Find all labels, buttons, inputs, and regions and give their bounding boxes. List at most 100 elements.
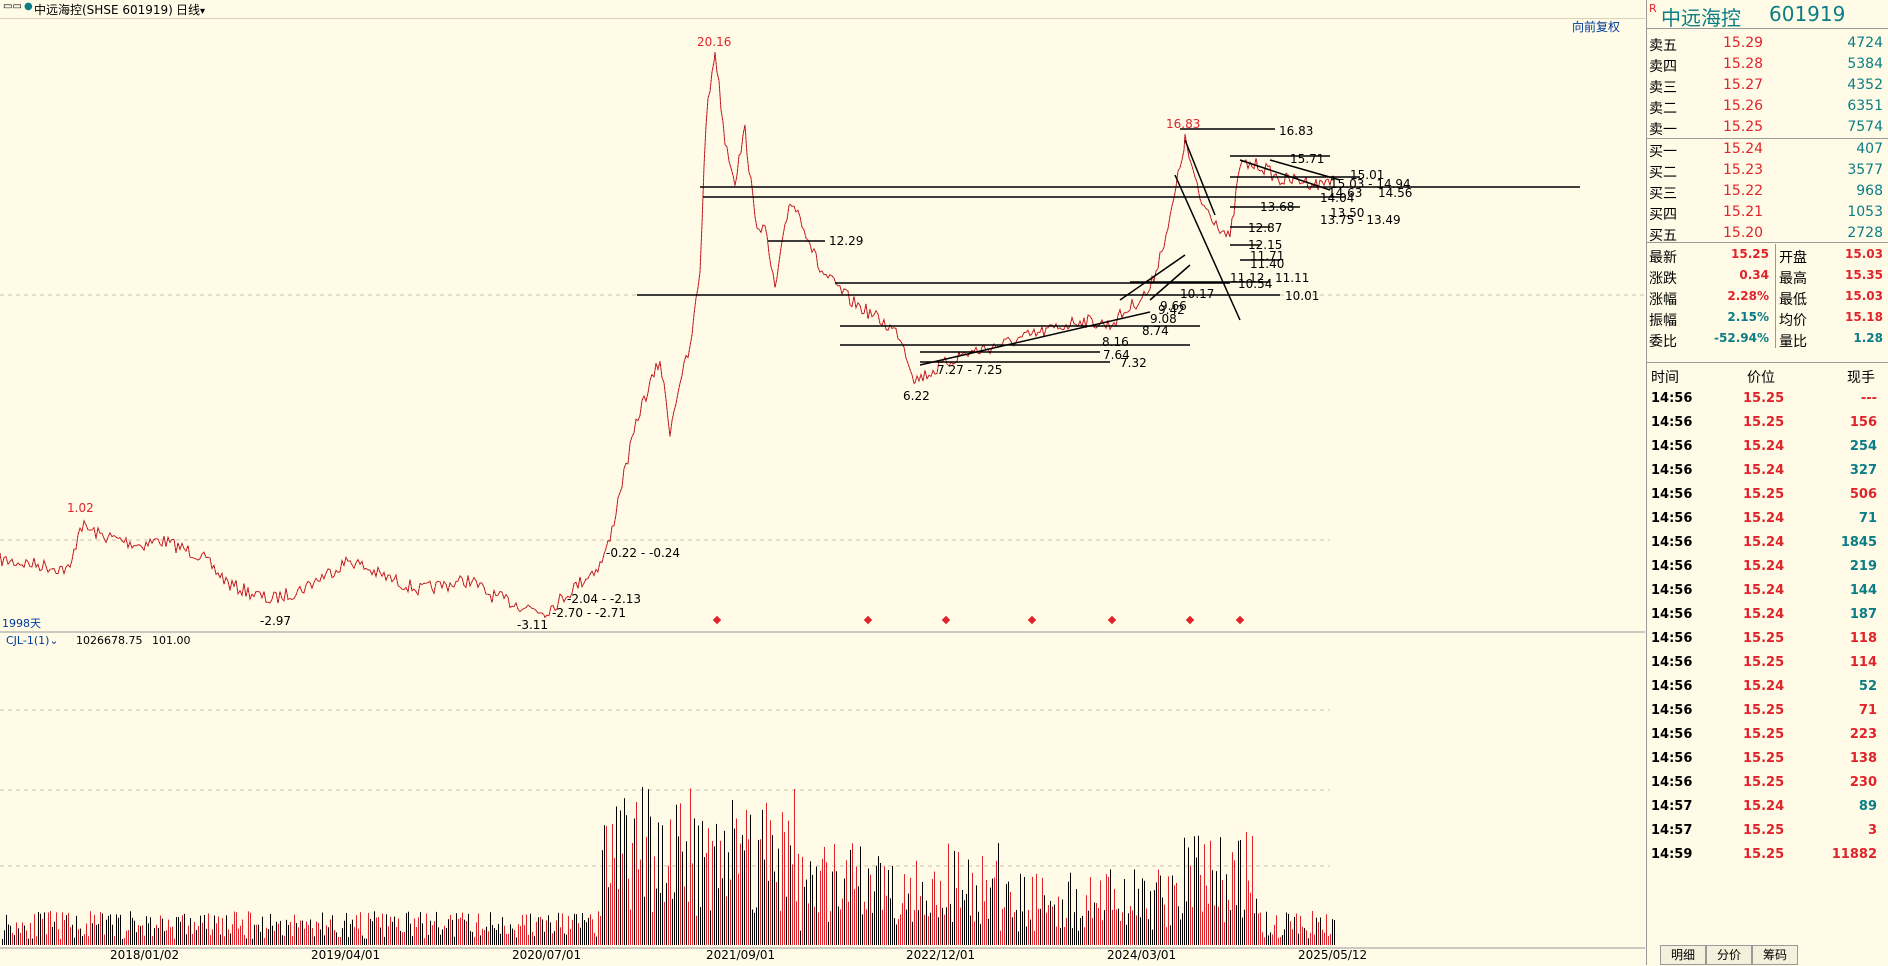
- volume-bar: [1246, 831, 1247, 945]
- trade-row[interactable]: 14:56 15.24 1845: [1647, 530, 1888, 554]
- volume-bar: [224, 936, 225, 945]
- tab-price-dist[interactable]: 分价: [1706, 945, 1752, 965]
- volume-bar: [394, 916, 395, 945]
- volume-bar: [1188, 847, 1189, 945]
- ask-row[interactable]: 卖二 15.26 6351: [1647, 95, 1888, 117]
- trade-row[interactable]: 14:56 15.24 144: [1647, 578, 1888, 602]
- stat-label: 涨幅: [1649, 292, 1677, 308]
- volume-bar: [852, 843, 853, 945]
- trade-volume: ---: [1860, 391, 1877, 406]
- chart-value-label: 16.83: [1279, 124, 1313, 138]
- trade-row[interactable]: 14:56 15.24 219: [1647, 554, 1888, 578]
- volume-bar: [36, 936, 37, 945]
- volume-bar: [740, 843, 741, 945]
- volume-bar: [1298, 933, 1299, 945]
- volume-bar: [1086, 895, 1087, 945]
- volume-bar: [654, 856, 655, 945]
- volume-bar: [926, 900, 927, 945]
- ask-price: 15.28: [1723, 56, 1764, 72]
- trade-volume: 230: [1849, 775, 1877, 790]
- volume-bar: [534, 936, 535, 945]
- trade-row[interactable]: 14:56 15.25 506: [1647, 482, 1888, 506]
- volume-bar: [988, 918, 989, 945]
- col-time: 时间: [1651, 370, 1679, 386]
- volume-bar: [288, 925, 289, 945]
- volume-bar: [700, 907, 701, 945]
- trade-row[interactable]: 14:59 15.25 11882: [1647, 842, 1888, 866]
- trade-row[interactable]: 14:56 15.25 71: [1647, 698, 1888, 722]
- trade-row[interactable]: 14:56 15.24 254: [1647, 434, 1888, 458]
- volume-bar: [482, 928, 483, 945]
- trade-price: 15.24: [1743, 463, 1785, 478]
- trade-row[interactable]: 14:56 15.25 230: [1647, 770, 1888, 794]
- trade-row[interactable]: 14:56 15.24 71: [1647, 506, 1888, 530]
- ask-row[interactable]: 卖四 15.28 5384: [1647, 53, 1888, 75]
- volume-bar: [552, 933, 553, 945]
- trade-row[interactable]: 14:56 15.24 187: [1647, 602, 1888, 626]
- volume-bar: [1042, 877, 1043, 945]
- ask-volume: 4724: [1847, 35, 1883, 51]
- volume-bar: [590, 914, 591, 945]
- trade-row[interactable]: 14:56 15.24 327: [1647, 458, 1888, 482]
- bid-row[interactable]: 买五 15.20 2728: [1647, 222, 1888, 244]
- trade-row[interactable]: 14:56 15.24 52: [1647, 674, 1888, 698]
- volume-bar: [978, 911, 979, 945]
- bid-row[interactable]: 买四 15.21 1053: [1647, 201, 1888, 223]
- trade-row[interactable]: 14:56 15.25 223: [1647, 722, 1888, 746]
- volume-bar: [724, 830, 725, 945]
- volume-bar: [1092, 918, 1093, 945]
- period-select[interactable]: 日线▾: [176, 1, 205, 18]
- volume-bar: [1160, 875, 1161, 945]
- trade-row[interactable]: 14:57 15.25 3: [1647, 818, 1888, 842]
- volume-bar: [162, 918, 163, 945]
- price-chart[interactable]: 20.16 1.02 16.83 -2.97 -3.11 6.22 -0.22 - -0.2…: [0, 0, 1645, 965]
- volume-bar: [254, 924, 255, 945]
- stat-value: 15.03: [1845, 289, 1883, 303]
- volume-bar: [900, 914, 901, 945]
- bid-row[interactable]: 买一 15.24 407: [1647, 138, 1888, 160]
- volume-bar: [658, 822, 659, 945]
- trade-row[interactable]: 14:56 15.25 118: [1647, 626, 1888, 650]
- ask-row[interactable]: 卖一 15.25 7574: [1647, 116, 1888, 138]
- bid-label: 买三: [1649, 186, 1677, 202]
- restore-mode-button[interactable]: 向前复权: [1572, 20, 1621, 34]
- volume-bar: [764, 859, 765, 945]
- trade-time: 14:56: [1651, 775, 1693, 790]
- volume-bar: [86, 923, 87, 945]
- volume-bar: [984, 901, 985, 945]
- trend-line: [919, 311, 1151, 366]
- signal-marker-icon: [941, 615, 951, 625]
- bid-row[interactable]: 买二 15.23 3577: [1647, 159, 1888, 181]
- volume-bar: [864, 901, 865, 945]
- volume-bar: [1088, 910, 1089, 945]
- restore-icon[interactable]: ▭▭: [3, 1, 22, 12]
- trade-row[interactable]: 14:56 15.25 156: [1647, 410, 1888, 434]
- bid-row[interactable]: 买三 15.22 968: [1647, 180, 1888, 202]
- volume-bar: [758, 840, 759, 945]
- tab-detail[interactable]: 明细: [1660, 945, 1706, 965]
- volume-bar: [1080, 918, 1081, 945]
- volume-bar: [1266, 911, 1267, 945]
- trade-row[interactable]: 14:56 15.25 ---: [1647, 386, 1888, 410]
- chart-value-label: 11.11: [1275, 271, 1309, 285]
- volume-bar: [112, 924, 113, 945]
- ask-row[interactable]: 卖三 15.27 4352: [1647, 74, 1888, 96]
- volume-bar: [330, 919, 331, 945]
- indicator-value-1: 1026678.75: [76, 634, 143, 647]
- trade-row[interactable]: 14:56 15.25 114: [1647, 650, 1888, 674]
- bid-label: 买二: [1649, 165, 1677, 181]
- trade-volume: 219: [1849, 559, 1877, 574]
- stat-label: 开盘: [1779, 250, 1807, 266]
- tab-chips[interactable]: 筹码: [1752, 945, 1798, 965]
- volume-bar: [1162, 897, 1163, 945]
- volume-bar: [1224, 922, 1225, 945]
- trade-row[interactable]: 14:56 15.25 138: [1647, 746, 1888, 770]
- indicator-select[interactable]: CJL-1(1)⌄: [6, 634, 59, 647]
- volume-bar: [1288, 913, 1289, 945]
- ask-row[interactable]: 卖五 15.29 4724: [1647, 32, 1888, 54]
- trade-row[interactable]: 14:57 15.24 89: [1647, 794, 1888, 818]
- volume-bar: [598, 911, 599, 945]
- volume-bar: [494, 928, 495, 945]
- volume-bar: [1172, 875, 1173, 945]
- volume-bar: [146, 916, 147, 945]
